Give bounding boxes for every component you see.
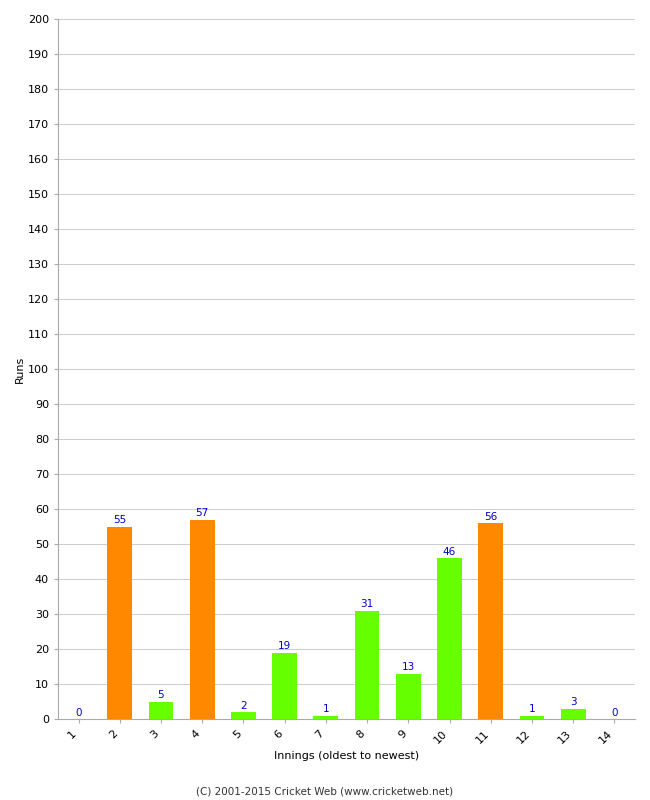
Text: 0: 0 [75, 708, 82, 718]
Bar [272, 653, 297, 719]
Text: 1: 1 [322, 704, 329, 714]
Bar [355, 611, 380, 719]
Bar [231, 712, 256, 719]
Text: (C) 2001-2015 Cricket Web (www.cricketweb.net): (C) 2001-2015 Cricket Web (www.cricketwe… [196, 786, 454, 796]
Bar [396, 674, 421, 719]
X-axis label: Innings (oldest to newest): Innings (oldest to newest) [274, 751, 419, 761]
Bar [561, 709, 586, 719]
Bar [519, 716, 544, 719]
Text: 1: 1 [528, 704, 535, 714]
Y-axis label: Runs: Runs [15, 355, 25, 383]
Text: 2: 2 [240, 701, 247, 710]
Text: 5: 5 [158, 690, 164, 700]
Bar [478, 523, 503, 719]
Bar [437, 558, 462, 719]
Text: 19: 19 [278, 641, 291, 651]
Text: 56: 56 [484, 511, 497, 522]
Text: 55: 55 [113, 515, 126, 525]
Text: 31: 31 [361, 599, 374, 609]
Bar [149, 702, 174, 719]
Text: 3: 3 [570, 697, 577, 707]
Bar [313, 716, 338, 719]
Bar [107, 526, 132, 719]
Bar [190, 520, 214, 719]
Text: 46: 46 [443, 546, 456, 557]
Text: 0: 0 [611, 708, 618, 718]
Text: 57: 57 [196, 508, 209, 518]
Text: 13: 13 [402, 662, 415, 672]
